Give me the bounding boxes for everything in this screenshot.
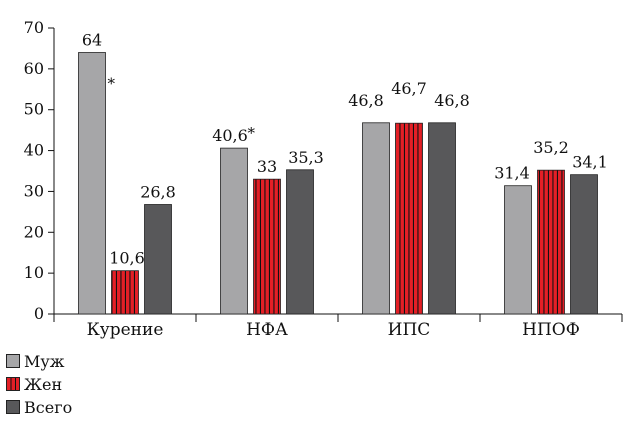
bar-0-0 <box>78 52 106 315</box>
legend-item-vsego: Всего <box>6 397 72 417</box>
x-category-label: НФА <box>246 320 288 340</box>
data-label: 46,8 <box>348 91 384 110</box>
data-label: 26,8 <box>140 183 176 202</box>
legend-label-vsego: Всего <box>24 397 73 417</box>
bar-2-1 <box>395 122 423 315</box>
x-category-label: Курение <box>87 320 164 340</box>
legend-label-muzh: Муж <box>24 351 65 371</box>
y-tick-label: 0 <box>34 304 44 323</box>
annotation-asterisk: * <box>248 124 256 142</box>
data-label: 46,8 <box>434 91 470 110</box>
y-tick-label: 30 <box>24 181 44 200</box>
x-category-label: НПОФ <box>522 320 580 340</box>
annotation-asterisk: * <box>108 75 116 93</box>
y-tick-label: 50 <box>24 100 44 119</box>
data-label: 34,1 <box>572 153 608 172</box>
data-label: 10,6 <box>109 249 145 268</box>
bar-3-2 <box>570 174 598 315</box>
x-category-label: ИПС <box>388 320 431 340</box>
data-label: 46,7 <box>391 79 427 98</box>
y-tick-label: 60 <box>24 59 44 78</box>
y-tick-label: 40 <box>24 141 44 160</box>
bar-2-0 <box>362 122 390 315</box>
y-tick-label: 10 <box>24 263 44 282</box>
legend-swatch-vsego <box>6 400 20 414</box>
y-tick-label: 20 <box>24 222 44 241</box>
data-label: 35,2 <box>533 138 569 157</box>
bar-3-1 <box>537 169 565 315</box>
bar-3-0 <box>504 185 532 315</box>
bar-chart-svg: 0 10 20 30 40 50 60 70 Курение НФА ИПС НПОФ 64 10,6 2… <box>24 18 623 340</box>
data-label: 31,4 <box>494 164 530 183</box>
bar-0-2 <box>144 204 172 315</box>
data-label: 64 <box>82 31 102 50</box>
data-label: 33 <box>257 157 277 176</box>
bar-1-1 <box>253 178 281 315</box>
bar-1-0 <box>220 147 248 315</box>
legend-swatch-muzh <box>6 354 20 368</box>
bar-0-1 <box>111 270 139 315</box>
data-label: 40,6 <box>212 126 248 145</box>
bar-2-2 <box>428 122 456 315</box>
data-label: 35,3 <box>288 148 324 167</box>
legend-label-zhen: Жен <box>24 374 63 394</box>
y-tick-label: 70 <box>24 18 44 37</box>
bar-1-2 <box>286 169 314 315</box>
legend-item-zhen: Жен <box>6 374 62 394</box>
legend-item-muzh: Муж <box>6 351 65 371</box>
legend-swatch-zhen <box>6 377 20 391</box>
